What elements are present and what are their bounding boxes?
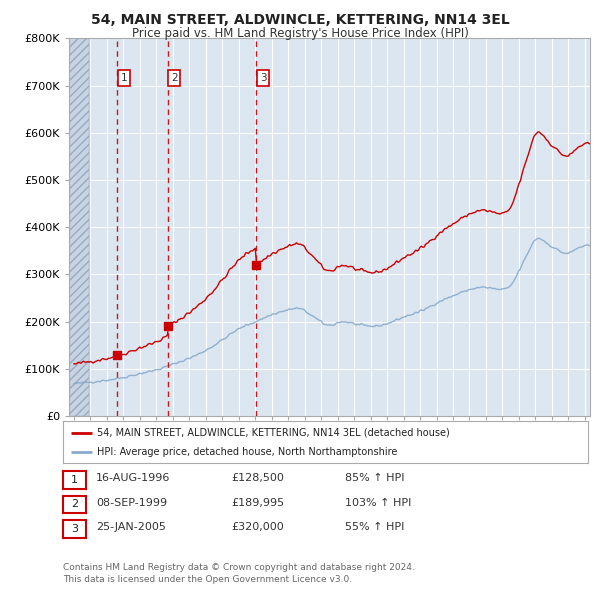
Text: 25-JAN-2005: 25-JAN-2005 <box>96 523 166 532</box>
Text: 85% ↑ HPI: 85% ↑ HPI <box>345 473 404 483</box>
Text: 1: 1 <box>121 73 127 83</box>
Text: Price paid vs. HM Land Registry's House Price Index (HPI): Price paid vs. HM Land Registry's House … <box>131 27 469 40</box>
Text: 08-SEP-1999: 08-SEP-1999 <box>96 498 167 507</box>
Text: 2: 2 <box>71 500 78 509</box>
Bar <box>69 38 89 416</box>
Text: 103% ↑ HPI: 103% ↑ HPI <box>345 498 412 507</box>
Text: Contains HM Land Registry data © Crown copyright and database right 2024.
This d: Contains HM Land Registry data © Crown c… <box>63 563 415 584</box>
Text: 54, MAIN STREET, ALDWINCLE, KETTERING, NN14 3EL: 54, MAIN STREET, ALDWINCLE, KETTERING, N… <box>91 13 509 27</box>
Bar <box>69 38 89 416</box>
Text: £189,995: £189,995 <box>231 498 284 507</box>
Text: 55% ↑ HPI: 55% ↑ HPI <box>345 523 404 532</box>
Text: 54, MAIN STREET, ALDWINCLE, KETTERING, NN14 3EL (detached house): 54, MAIN STREET, ALDWINCLE, KETTERING, N… <box>97 428 450 438</box>
Text: £320,000: £320,000 <box>231 523 284 532</box>
Text: 1: 1 <box>71 475 78 484</box>
Text: £128,500: £128,500 <box>231 473 284 483</box>
Text: 16-AUG-1996: 16-AUG-1996 <box>96 473 170 483</box>
Text: 3: 3 <box>260 73 266 83</box>
Text: 3: 3 <box>71 525 78 534</box>
Text: 2: 2 <box>171 73 178 83</box>
Text: HPI: Average price, detached house, North Northamptonshire: HPI: Average price, detached house, Nort… <box>97 447 398 457</box>
